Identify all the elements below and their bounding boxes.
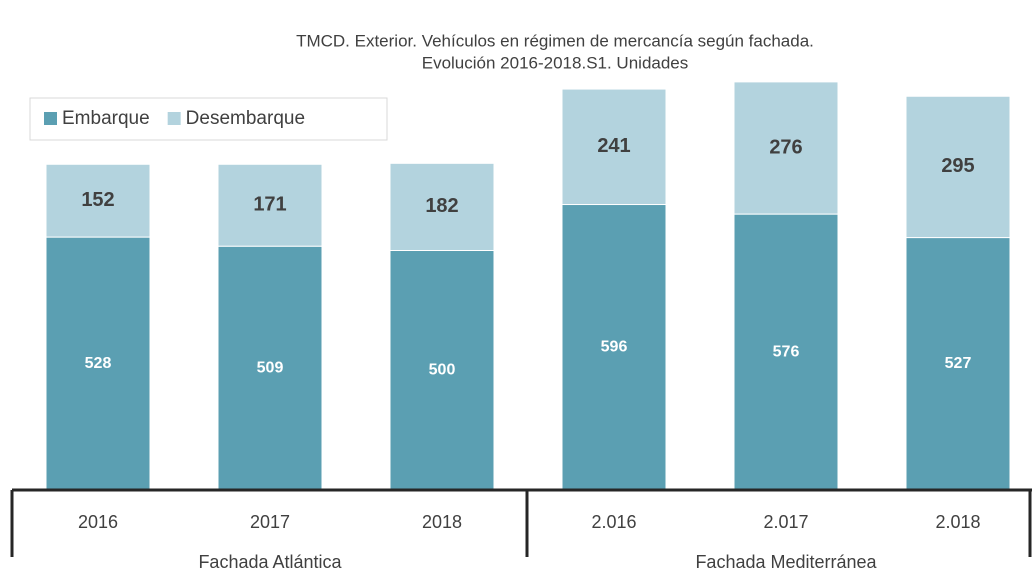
- bar-segment: [905, 95, 1011, 239]
- data-label: 509: [257, 359, 284, 376]
- group-label: Fachada Atlántica: [198, 552, 342, 572]
- legend-label: Embarque: [62, 108, 150, 129]
- data-label: 295: [941, 155, 974, 177]
- bar-segment: [217, 163, 323, 247]
- group-label: Fachada Mediterránea: [695, 552, 877, 572]
- bar-segment: [733, 81, 839, 215]
- legend-swatch: [44, 112, 57, 125]
- legend-label: Desembarque: [186, 108, 305, 129]
- bar-segment: [389, 250, 495, 491]
- data-label: 528: [85, 355, 112, 372]
- bar-segment: [561, 88, 667, 206]
- data-label: 276: [769, 136, 802, 158]
- chart-subtitle: Evolución 2016-2018.S1. Unidades: [422, 53, 689, 72]
- x-tick-label: 2.018: [935, 512, 980, 532]
- legend-box: [29, 97, 388, 141]
- chart-title: TMCD. Exterior. Vehículos en régimen de …: [296, 31, 814, 50]
- data-label: 182: [425, 195, 458, 217]
- legend-swatch: [167, 112, 181, 125]
- x-tick-label: 2.016: [591, 512, 636, 532]
- data-label: 241: [597, 135, 630, 157]
- x-tick-label: 2016: [78, 512, 118, 532]
- x-tick-label: 2017: [250, 512, 290, 532]
- bar-segment: [561, 204, 667, 491]
- data-label: 527: [945, 355, 972, 372]
- bar-segment: [389, 162, 495, 252]
- x-tick-label: 2.017: [763, 512, 808, 532]
- bar-segment: [45, 163, 151, 238]
- bar-segment: [217, 245, 323, 491]
- data-label: 152: [81, 189, 114, 211]
- bar-segment: [45, 236, 151, 491]
- x-tick-label: 2018: [422, 512, 462, 532]
- data-label: 500: [429, 361, 456, 378]
- bar-segment: [905, 237, 1011, 491]
- data-label: 576: [773, 343, 800, 360]
- data-label: 171: [253, 194, 286, 216]
- bar-segment: [733, 213, 839, 491]
- data-label: 596: [601, 338, 628, 355]
